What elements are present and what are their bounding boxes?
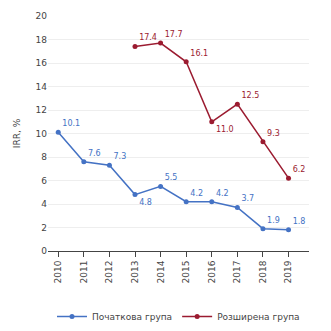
svg-text:18: 18 <box>36 35 48 45</box>
svg-text:2016: 2016 <box>207 260 217 283</box>
svg-text:2017: 2017 <box>232 261 242 284</box>
svg-text:Розширена група: Розширена група <box>217 312 299 322</box>
svg-text:11.0: 11.0 <box>216 125 234 134</box>
svg-text:2015: 2015 <box>181 261 191 284</box>
svg-text:6: 6 <box>41 176 47 186</box>
svg-text:2: 2 <box>41 223 47 233</box>
svg-text:7.6: 7.6 <box>88 149 101 158</box>
svg-text:17.4: 17.4 <box>139 33 157 42</box>
svg-text:2012: 2012 <box>104 261 114 284</box>
svg-text:2010: 2010 <box>53 260 63 283</box>
svg-text:10.1: 10.1 <box>62 119 80 128</box>
svg-text:8: 8 <box>41 152 47 162</box>
svg-text:4: 4 <box>41 199 47 209</box>
svg-text:14: 14 <box>36 82 48 92</box>
svg-text:6.2: 6.2 <box>293 165 306 174</box>
svg-text:2011: 2011 <box>79 261 89 284</box>
svg-text:20: 20 <box>36 11 48 21</box>
svg-text:5.5: 5.5 <box>165 173 178 182</box>
svg-text:7.3: 7.3 <box>114 152 127 161</box>
svg-text:17.7: 17.7 <box>165 30 183 39</box>
svg-text:2013: 2013 <box>130 261 140 284</box>
svg-text:9.3: 9.3 <box>267 129 280 138</box>
svg-text:16: 16 <box>36 58 48 68</box>
svg-text:2014: 2014 <box>156 260 166 283</box>
svg-text:IRR, %: IRR, % <box>12 118 22 148</box>
svg-text:1.9: 1.9 <box>267 216 280 225</box>
svg-text:2019: 2019 <box>283 260 293 283</box>
svg-text:4.8: 4.8 <box>139 198 152 207</box>
svg-text:3.7: 3.7 <box>241 194 254 203</box>
svg-text:12: 12 <box>36 105 47 115</box>
svg-text:Початкова група: Початкова група <box>92 312 172 322</box>
svg-text:4.2: 4.2 <box>216 189 229 198</box>
svg-text:4.2: 4.2 <box>190 189 203 198</box>
svg-text:10: 10 <box>36 129 48 139</box>
svg-text:0: 0 <box>41 246 47 256</box>
svg-text:12.5: 12.5 <box>241 91 259 100</box>
svg-text:1.8: 1.8 <box>293 217 306 226</box>
svg-text:2018: 2018 <box>258 260 268 283</box>
svg-text:16.1: 16.1 <box>190 49 208 58</box>
